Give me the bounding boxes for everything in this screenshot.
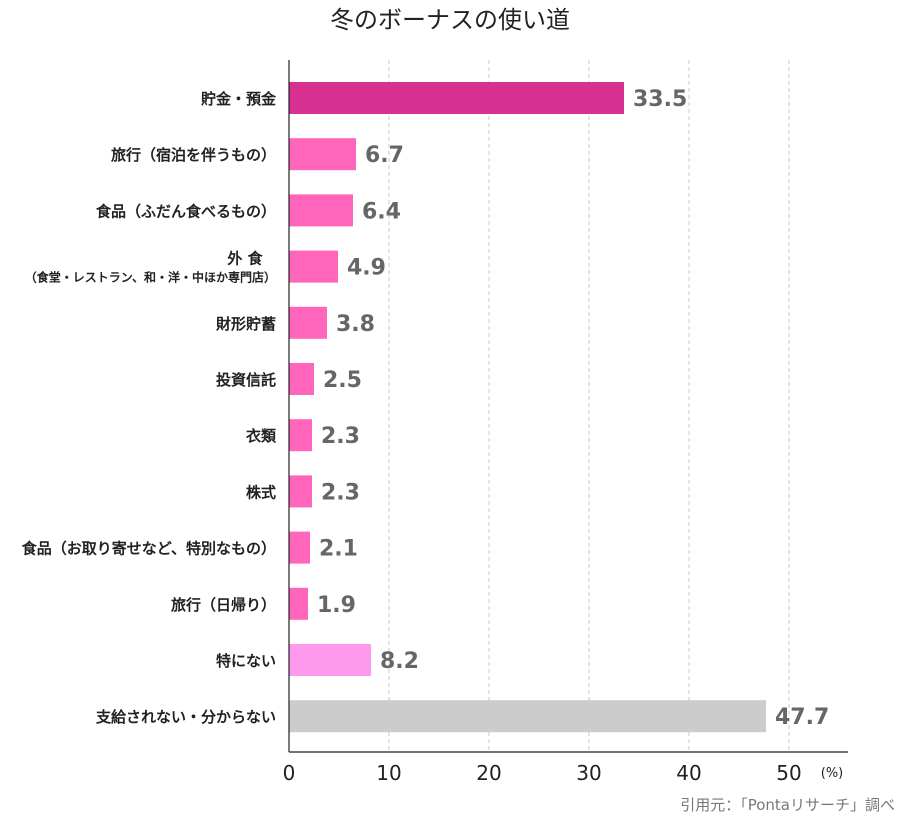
bar-0: [289, 82, 624, 114]
bar-11: [289, 700, 766, 733]
category-label-5: 投資信託: [216, 371, 276, 389]
value-label-10: 8.2: [380, 649, 419, 674]
bar-2: [289, 194, 353, 227]
bar-6: [289, 419, 312, 452]
value-label-11: 47.7: [775, 705, 829, 730]
bars: [289, 82, 766, 733]
bar-10: [289, 644, 371, 676]
value-label-1: 6.7: [365, 143, 404, 168]
category-sublabel-3: （食堂・レストラン、和・洋・中ほか専門店）: [25, 270, 276, 285]
bar-9: [289, 587, 308, 620]
x-tick-label-0: 0: [283, 761, 296, 785]
x-tick-label-5: 50: [776, 761, 801, 785]
x-tick-label-4: 40: [676, 761, 701, 785]
value-label-7: 2.3: [321, 480, 360, 505]
category-label-10: 特にない: [216, 652, 276, 670]
category-label-11: 支給されない・分からない: [95, 708, 276, 726]
chart-title: 冬のボーナスの使い道: [330, 6, 570, 34]
category-label-8: 食品（お取り寄せなど、特別なもの）: [22, 540, 276, 558]
axes: [288, 60, 848, 753]
value-label-9: 1.9: [317, 593, 356, 618]
value-label-2: 6.4: [362, 199, 401, 224]
bar-1: [289, 138, 356, 171]
x-tick-label-2: 20: [476, 761, 501, 785]
category-label-2: 食品（ふだん食べるもの）: [96, 202, 276, 220]
bar-4: [289, 306, 327, 339]
value-label-6: 2.3: [321, 424, 360, 449]
category-label-4: 財形貯蓄: [215, 315, 276, 333]
value-label-3: 4.9: [347, 256, 386, 281]
bar-7: [289, 475, 312, 508]
bar-5: [289, 363, 314, 395]
x-tick-labels: 0 10 20 30 40 50: [283, 761, 802, 785]
category-label-0: 貯金・預金: [201, 90, 277, 108]
value-label-4: 3.8: [336, 312, 375, 337]
value-labels: 33.5 6.7 6.4 4.9 3.8 2.5 2.3 2.3 2.1 1.9 8.2 47.7: [317, 87, 829, 730]
value-label-8: 2.1: [319, 537, 358, 562]
x-tick-label-1: 10: [376, 761, 401, 785]
category-label-3: 外 食: [226, 250, 263, 268]
x-axis-unit-label: (%): [821, 766, 844, 781]
source-note: 引用元：「Pontaリサーチ」調べ: [680, 796, 895, 814]
grid-lines: [388, 60, 790, 752]
category-label-1: 旅行（宿泊を伴うもの）: [111, 146, 276, 164]
category-label-7: 株式: [246, 483, 276, 501]
bar-3: [289, 250, 338, 283]
bar-8: [289, 531, 310, 564]
category-label-6: 衣類: [246, 427, 277, 445]
value-label-5: 2.5: [323, 368, 362, 393]
category-label-9: 旅行（日帰り）: [171, 596, 276, 614]
x-tick-label-3: 30: [576, 761, 601, 785]
value-label-0: 33.5: [633, 87, 687, 112]
